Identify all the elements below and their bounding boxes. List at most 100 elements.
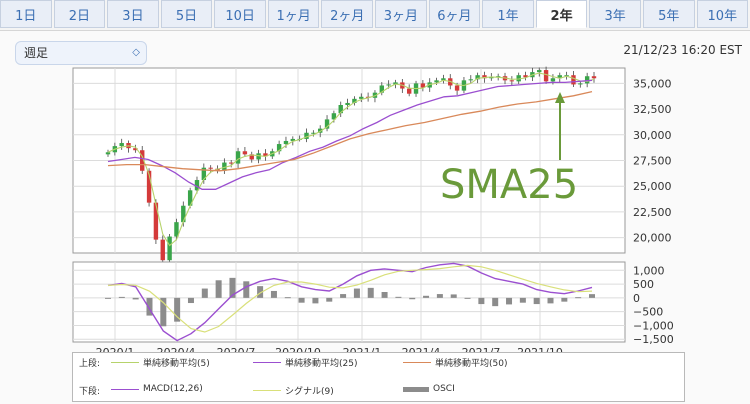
legend-item: 単純移動平均(50) <box>403 356 507 369</box>
macd-tick-label: 0 <box>633 292 640 305</box>
osci-bar <box>575 297 582 299</box>
candle-body <box>489 77 494 79</box>
tab-2[interactable]: 3日 <box>107 0 159 28</box>
macd-tick-label: 500 <box>633 278 654 291</box>
chart-legend: 上段: 単純移動平均(5) 単純移動平均(25) 単純移動平均(50) 下段: MACD(… <box>72 352 685 402</box>
osci-bar <box>243 281 250 298</box>
candle-body <box>434 80 439 83</box>
macd-tick-label: −1,000 <box>633 319 674 332</box>
candle-body <box>578 83 583 85</box>
candle-body <box>160 239 165 261</box>
candle-body <box>495 76 501 78</box>
sma5-line <box>107 72 595 247</box>
candle-body <box>263 153 268 157</box>
candle-body <box>283 140 289 145</box>
candle-body <box>256 153 261 160</box>
candle-body <box>379 85 385 93</box>
candle-body <box>420 83 426 88</box>
sma50-line <box>107 90 593 172</box>
legend-swatch <box>111 388 139 390</box>
macd-tick-label: −500 <box>633 306 663 319</box>
osci-bar <box>519 297 526 303</box>
legend-item-label: 単純移動平均(50) <box>435 359 508 369</box>
period-select-value: 週足 <box>24 46 49 60</box>
macd-tick-label: −1,500 <box>633 333 674 346</box>
legend-item-label: OSCI <box>433 384 455 394</box>
osci-bar <box>132 297 139 300</box>
candle-body <box>174 222 179 237</box>
candle-body <box>468 79 473 81</box>
price-tick-label: 27,500 <box>633 155 672 168</box>
tab-11[interactable]: 3年 <box>589 0 641 28</box>
osci-bar <box>547 297 554 304</box>
candle-body <box>441 78 446 81</box>
price-tick-label: 32,500 <box>633 103 672 116</box>
osci-bar <box>395 296 402 298</box>
candle-body <box>571 75 576 85</box>
tab-5[interactable]: 1ヶ月 <box>267 0 320 28</box>
price-tick-label: 30,000 <box>633 129 672 142</box>
osci-bar <box>464 297 471 299</box>
osci-bar <box>229 277 236 298</box>
osci-bar <box>270 290 277 298</box>
candle-body <box>235 151 241 164</box>
candle-body <box>482 75 487 79</box>
legend-item-label: シグナル(9) <box>285 387 334 397</box>
candle-body <box>215 168 220 171</box>
candle-body <box>317 128 323 133</box>
legend-item-label: MACD(12,26) <box>143 384 203 394</box>
legend-item-label: 単純移動平均(5) <box>143 359 210 369</box>
tab-4[interactable]: 10日 <box>214 0 266 28</box>
candle-body <box>550 78 556 82</box>
candle-body <box>187 190 193 206</box>
macd-plot-area <box>72 261 626 343</box>
candle-body <box>222 162 227 171</box>
tab-8[interactable]: 6ヶ月 <box>428 0 481 28</box>
osci-bar <box>533 297 540 305</box>
tab-13[interactable]: 10年 <box>696 0 749 28</box>
candle-body <box>386 84 391 86</box>
sma25-line <box>107 79 593 190</box>
osci-bar <box>201 288 208 298</box>
candle-body <box>290 138 296 141</box>
candle-body <box>516 75 521 82</box>
tab-7[interactable]: 3ヶ月 <box>375 0 427 28</box>
tab-10[interactable]: 2年 <box>535 0 588 28</box>
macd-tick-label: 1,000 <box>633 264 665 277</box>
osci-bar <box>409 297 416 300</box>
osci-bar <box>423 295 430 298</box>
osci-bar <box>215 280 222 298</box>
osci-bar <box>160 297 167 327</box>
osci-bar <box>561 297 568 302</box>
legend-item: シグナル(9) <box>253 384 334 397</box>
candle-body <box>140 150 145 171</box>
tab-9[interactable]: 1年 <box>482 0 534 28</box>
candle-body <box>338 105 343 114</box>
tab-3[interactable]: 5日 <box>160 0 213 28</box>
candle-body <box>105 152 111 155</box>
osci-bar <box>589 294 595 298</box>
legend-row-label: 下段: <box>79 387 101 397</box>
price-tick-label: 22,500 <box>633 206 672 219</box>
price-tick-label: 20,000 <box>633 232 672 245</box>
candle-body <box>311 132 316 134</box>
tab-0[interactable]: 1日 <box>0 0 52 28</box>
candle-body <box>523 75 528 78</box>
tab-12[interactable]: 5年 <box>642 0 695 28</box>
osci-bar <box>506 297 513 305</box>
signal-line <box>107 264 593 333</box>
price-tick-label: 35,000 <box>633 77 672 90</box>
timestamp: 21/12/23 16:20 EST <box>623 43 742 57</box>
legend-item: MACD(12,26) <box>111 384 203 394</box>
tab-6[interactable]: 2ヶ月 <box>321 0 374 28</box>
osci-bar <box>187 297 194 304</box>
osci-bar <box>340 294 347 298</box>
candle-body <box>406 88 412 94</box>
candle-body <box>276 144 282 152</box>
tab-1[interactable]: 2日 <box>53 0 106 28</box>
macd-line <box>107 262 593 342</box>
annotation-label: SMA25 <box>440 162 578 208</box>
candle-body <box>324 119 330 129</box>
period-select[interactable]: 週足 ◇ <box>15 41 147 65</box>
